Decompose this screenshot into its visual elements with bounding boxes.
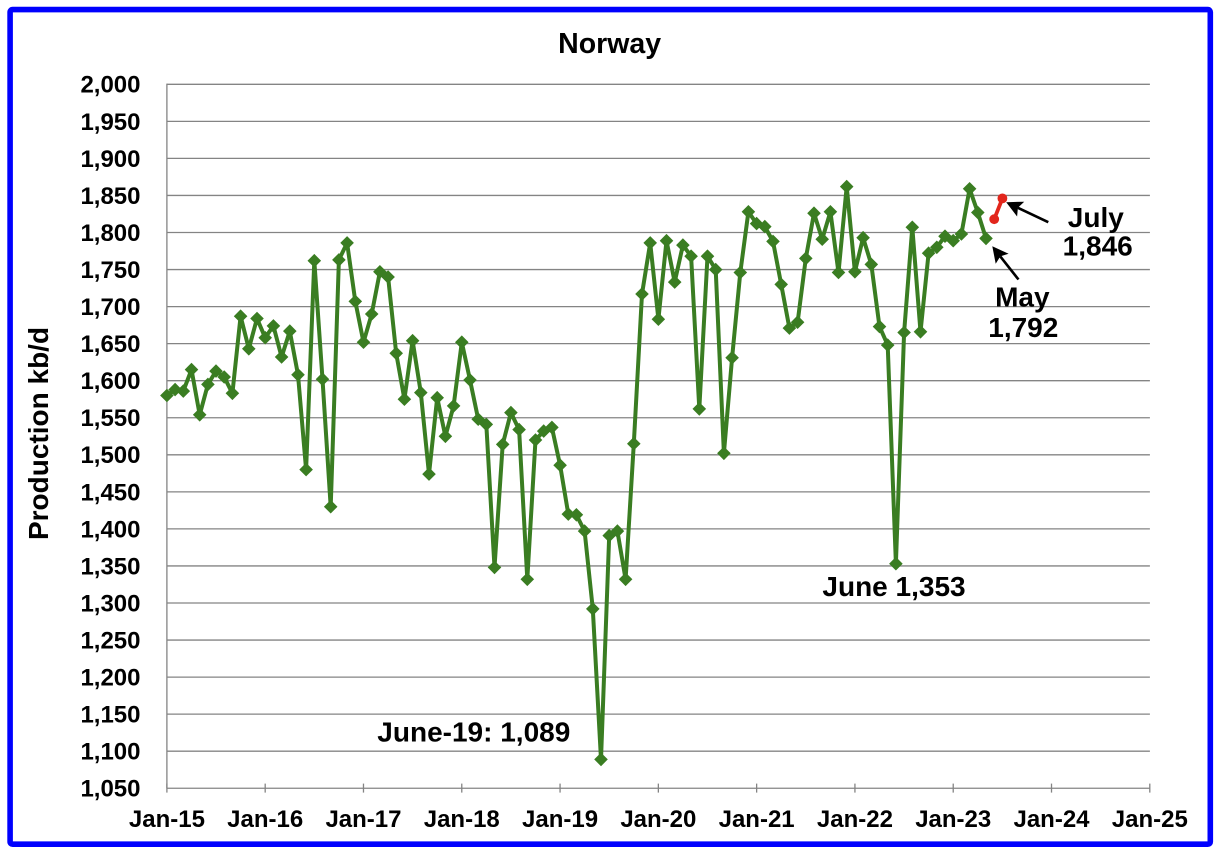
- svg-text:July: July: [1068, 202, 1124, 233]
- svg-text:Jan-20: Jan-20: [620, 806, 696, 833]
- svg-text:Norway: Norway: [558, 28, 661, 60]
- svg-text:June-19: 1,089: June-19: 1,089: [377, 717, 570, 748]
- svg-text:1,650: 1,650: [80, 331, 140, 358]
- svg-text:1,900: 1,900: [80, 146, 140, 173]
- svg-text:1,850: 1,850: [80, 183, 140, 210]
- svg-text:1,450: 1,450: [80, 479, 140, 506]
- svg-text:1,350: 1,350: [80, 553, 140, 580]
- svg-text:1,600: 1,600: [80, 368, 140, 395]
- svg-text:1,800: 1,800: [80, 220, 140, 247]
- svg-text:Production kb/d: Production kb/d: [23, 327, 54, 540]
- svg-text:1,200: 1,200: [80, 665, 140, 692]
- svg-text:May: May: [995, 282, 1050, 313]
- svg-text:Jan-18: Jan-18: [424, 806, 500, 833]
- svg-text:2,000: 2,000: [80, 72, 140, 99]
- svg-text:1,100: 1,100: [80, 739, 140, 766]
- svg-text:1,500: 1,500: [80, 442, 140, 469]
- svg-text:Jan-19: Jan-19: [522, 806, 598, 833]
- svg-text:1,846: 1,846: [1063, 230, 1133, 261]
- svg-text:June 1,353: June 1,353: [822, 571, 965, 602]
- svg-text:Jan-15: Jan-15: [129, 806, 205, 833]
- svg-text:Jan-24: Jan-24: [1013, 806, 1090, 833]
- svg-text:1,550: 1,550: [80, 405, 140, 432]
- svg-text:Jan-22: Jan-22: [817, 806, 893, 833]
- svg-text:Jan-25: Jan-25: [1112, 806, 1188, 833]
- svg-text:1,250: 1,250: [80, 627, 140, 654]
- svg-text:1,300: 1,300: [80, 590, 140, 617]
- svg-text:1,700: 1,700: [80, 294, 140, 321]
- svg-text:1,792: 1,792: [988, 312, 1058, 343]
- svg-text:1,050: 1,050: [80, 776, 140, 803]
- svg-text:Jan-21: Jan-21: [719, 806, 795, 833]
- svg-text:1,150: 1,150: [80, 702, 140, 729]
- svg-text:1,750: 1,750: [80, 257, 140, 284]
- svg-text:1,400: 1,400: [80, 516, 140, 543]
- svg-text:1,950: 1,950: [80, 109, 140, 136]
- svg-text:Jan-23: Jan-23: [915, 806, 991, 833]
- svg-text:Jan-16: Jan-16: [227, 806, 303, 833]
- svg-text:Jan-17: Jan-17: [325, 806, 401, 833]
